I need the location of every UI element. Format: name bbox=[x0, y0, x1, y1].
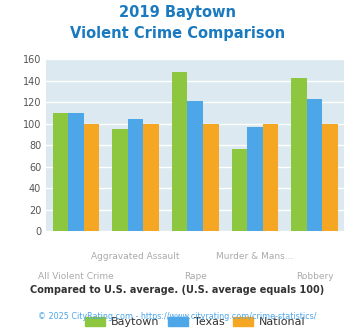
Text: Violent Crime Comparison: Violent Crime Comparison bbox=[70, 26, 285, 41]
Bar bbox=[291, 78, 307, 231]
Bar bbox=[112, 129, 128, 231]
Text: Compared to U.S. average. (U.S. average equals 100): Compared to U.S. average. (U.S. average … bbox=[31, 285, 324, 295]
Bar bbox=[307, 99, 322, 231]
Bar bbox=[128, 119, 143, 231]
Text: 2019 Baytown: 2019 Baytown bbox=[119, 5, 236, 20]
Text: © 2025 CityRating.com - https://www.cityrating.com/crime-statistics/: © 2025 CityRating.com - https://www.city… bbox=[38, 312, 317, 321]
Text: Rape: Rape bbox=[184, 272, 207, 281]
Bar bbox=[84, 124, 99, 231]
Text: Murder & Mans...: Murder & Mans... bbox=[216, 251, 294, 261]
Bar bbox=[143, 124, 159, 231]
Bar bbox=[53, 113, 68, 231]
Text: Robbery: Robbery bbox=[296, 272, 333, 281]
Bar bbox=[203, 124, 219, 231]
Bar bbox=[263, 124, 278, 231]
Bar bbox=[187, 101, 203, 231]
Text: All Violent Crime: All Violent Crime bbox=[38, 272, 114, 281]
Bar bbox=[247, 127, 263, 231]
Bar bbox=[322, 124, 338, 231]
Legend: Baytown, Texas, National: Baytown, Texas, National bbox=[81, 312, 310, 330]
Bar bbox=[68, 113, 84, 231]
Bar bbox=[231, 149, 247, 231]
Bar bbox=[172, 72, 187, 231]
Text: Aggravated Assault: Aggravated Assault bbox=[91, 251, 180, 261]
